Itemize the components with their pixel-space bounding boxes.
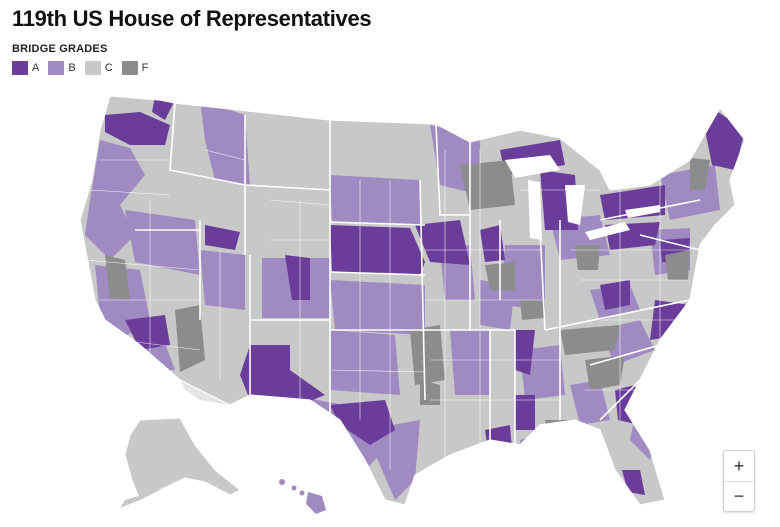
legend-swatch-a [12,61,28,75]
legend-item-c: C [84,61,113,75]
legend-item-a: A [12,61,39,75]
legend-item-f: F [121,61,149,75]
contiguous-us [80,96,745,505]
legend-label-a: A [32,62,40,74]
zoom-in-button[interactable]: + [733,455,745,476]
zoom-out-button[interactable]: − [724,481,754,511]
district-borders [84,149,690,470]
legend-label-f: F [141,62,149,74]
grade-b-districts [85,100,720,500]
alaska [120,417,241,508]
legend-title: BRIDGE GRADES [12,43,108,55]
grade-f-districts [105,158,710,435]
legend-swatch-b [48,61,65,75]
legend-label-b: B [68,62,76,74]
us-outline [79,95,746,506]
great-lakes [505,155,660,240]
zoom-control: + − [723,450,755,512]
legend-label-c: C [104,62,113,74]
legend-swatch-f [121,61,138,75]
map-title: 119th US House of Representatives [12,6,372,31]
legend-item-b: B [48,61,76,75]
legend-swatch-c [84,61,101,75]
hawaii [279,479,326,514]
legend: A B C F [12,61,157,75]
